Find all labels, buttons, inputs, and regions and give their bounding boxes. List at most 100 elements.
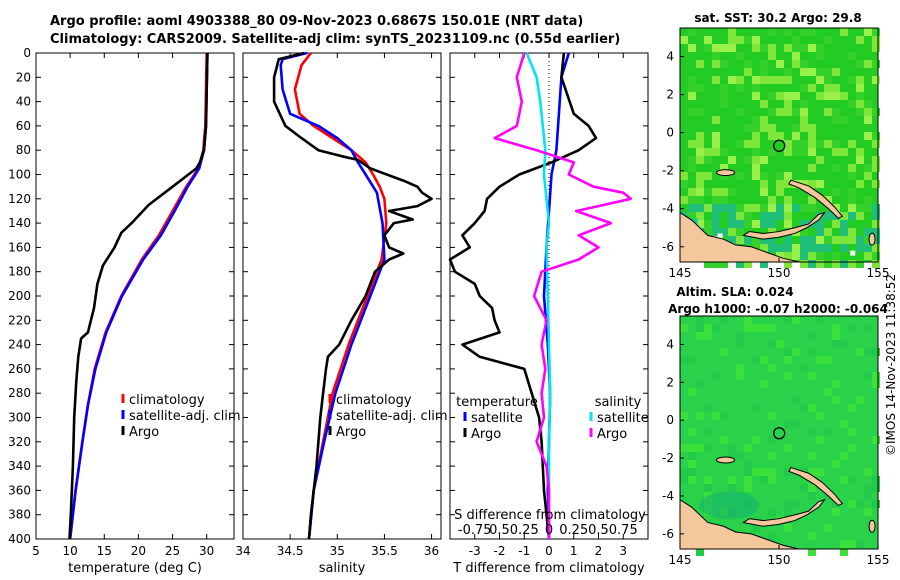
sst_map-cell	[704, 156, 712, 164]
sst_map-cell	[856, 156, 864, 164]
sla_map-cell	[832, 500, 840, 508]
sst_map-cell	[688, 212, 696, 220]
sst_map-cell	[848, 100, 856, 108]
sst_map-cell	[752, 132, 760, 140]
sst_map-cell	[784, 212, 792, 220]
sst_map-cell	[720, 92, 728, 100]
sla_map-cell	[744, 468, 752, 476]
sst_map-cell	[784, 196, 792, 204]
sla_map-cell	[680, 324, 688, 332]
figure-title-line-2: Climatology: CARS2009. Satellite-adj cli…	[50, 32, 621, 47]
sst_map-cell	[792, 148, 800, 156]
sst_map-cell	[848, 188, 856, 196]
sst_map-cell	[712, 228, 720, 236]
sst_map-cell	[808, 252, 816, 260]
sst_map-cell	[832, 164, 840, 172]
sla_map-cell	[824, 524, 832, 532]
sla_map-cell	[848, 428, 856, 436]
salinity-legend-label: climatology	[336, 393, 412, 408]
sla_map-cell	[768, 532, 776, 540]
sst_map-cell	[824, 92, 832, 100]
sst_map-cell	[768, 220, 776, 228]
sst_map-cell	[696, 220, 704, 228]
sst_map-cell	[816, 252, 824, 260]
sst_map-cell	[696, 196, 704, 204]
sst_map-cell	[720, 204, 728, 212]
sla_map-cell	[744, 324, 752, 332]
sst_map-cell	[856, 204, 864, 212]
sla_map-ytick-label: -6	[662, 527, 674, 541]
sla_map-cell	[704, 404, 712, 412]
sst_map-cell	[776, 76, 784, 84]
sst_map-ytick-label: 4	[666, 50, 674, 64]
sst_map-cell	[808, 204, 816, 212]
difference-xtick-label: -3	[469, 544, 481, 558]
sla_map-cell	[784, 316, 792, 324]
sst_map-cell	[704, 220, 712, 228]
sst_map-cell	[688, 196, 696, 204]
temperature-xtick-label: 10	[62, 544, 77, 558]
sst_map-xtick-label: 150	[768, 266, 791, 280]
sst_map-cell	[720, 260, 728, 268]
sst_map-cell	[872, 140, 880, 148]
sla_map-cell	[872, 500, 880, 508]
sst_map-cell	[832, 252, 840, 260]
sst_map-cell	[824, 36, 832, 44]
sst_map-cell	[768, 244, 776, 252]
sst_map-cell	[736, 36, 744, 44]
sst_map-cell	[728, 188, 736, 196]
sst_map-cell	[816, 76, 824, 84]
sla_map-cell	[792, 348, 800, 356]
sst_map-cell	[808, 180, 816, 188]
sst_map-cell	[800, 124, 808, 132]
sst_map-cell	[848, 204, 856, 212]
sst_map-cell	[752, 236, 760, 244]
salinity-legend-label: Argo	[336, 425, 366, 440]
sla_map-cell	[712, 324, 720, 332]
sst_map-cloud-cell	[717, 233, 723, 239]
sst_map-cell	[816, 180, 824, 188]
sst_map-cell	[776, 180, 784, 188]
figure-title-line-1: Argo profile: aoml 4903388_80 09-Nov-202…	[50, 14, 584, 29]
sst_map-cell	[752, 76, 760, 84]
temperature-xtick-label: 30	[199, 544, 214, 558]
sst_map-cell	[848, 212, 856, 220]
sst_map-cell	[808, 132, 816, 140]
depth-tick-label: 300	[8, 411, 31, 425]
sla_map-cell	[760, 324, 768, 332]
sla_map-cell	[816, 468, 824, 476]
sla_map-cell	[864, 492, 872, 500]
sst_map-cell	[752, 172, 760, 180]
sst_map-cloud-cell	[850, 250, 856, 256]
sst_map-cell	[704, 36, 712, 44]
sla_map-cell	[824, 428, 832, 436]
sst_map-cell	[784, 180, 792, 188]
sla_map-cell	[712, 412, 720, 420]
depth-tick-label: 260	[8, 362, 31, 376]
sla_map-cell	[832, 332, 840, 340]
sst_map-cell	[696, 132, 704, 140]
sla_map-cell	[848, 324, 856, 332]
salinity-difference-tick-label: 0.25	[510, 523, 539, 538]
sst_map-cell	[760, 60, 768, 68]
sst_map-cell	[864, 228, 872, 236]
sla_map-cell	[848, 540, 856, 548]
sla_map-cell	[752, 404, 760, 412]
sst_map-cell	[800, 228, 808, 236]
difference-legend-label: Argo	[597, 427, 627, 442]
sst_map-cell	[808, 244, 816, 252]
sst_map-cell	[744, 68, 752, 76]
temperature-xtick-label: 15	[97, 544, 112, 558]
sst_map-cell	[848, 76, 856, 84]
sst_map-xtick-label: 155	[867, 266, 890, 280]
sst_map-cell	[864, 196, 872, 204]
sla_map-cell	[840, 340, 848, 348]
sla_map-cell	[848, 476, 856, 484]
sst_map-cell	[872, 260, 880, 268]
sla_map-cell	[696, 332, 704, 340]
sla_map-land-new-ireland	[788, 466, 844, 507]
sst_map-cell	[808, 124, 816, 132]
difference-xtick-label: 3	[619, 544, 627, 558]
sst_map-ytick-label: -2	[662, 164, 674, 178]
sst_map-cell	[872, 132, 880, 140]
